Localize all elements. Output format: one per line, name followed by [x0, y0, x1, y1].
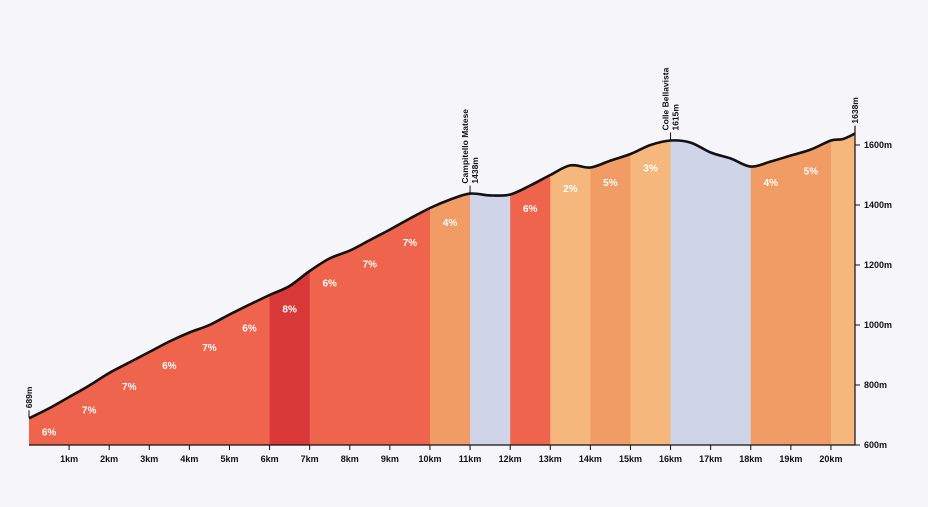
annotation-label: 1638m	[850, 97, 860, 124]
x-axis-ticks: 1km 2km 3km 4km 5km 6km 7km 8km 9km 10km 11km 12km 1…	[60, 445, 842, 464]
grade-label: 7%	[363, 259, 378, 270]
grade-label: 4%	[764, 178, 779, 189]
grade-segment	[750, 133, 792, 445]
grade-segment	[309, 133, 351, 445]
x-tick-label: 7km	[301, 454, 319, 464]
grade-label: 6%	[162, 361, 177, 372]
grade-label: 2%	[563, 184, 578, 195]
grade-label: 7%	[403, 238, 418, 249]
grade-segment	[830, 133, 855, 445]
grade-segment	[149, 133, 190, 445]
x-tick-label: 18km	[739, 454, 762, 464]
grade-segment	[510, 133, 551, 445]
x-tick-label: 16km	[659, 454, 682, 464]
x-tick-label: 15km	[619, 454, 642, 464]
x-tick-label: 20km	[819, 454, 842, 464]
grade-segment	[389, 133, 431, 445]
y-tick-label: 600m	[864, 440, 887, 450]
y-tick-label: 1200m	[864, 260, 892, 270]
grade-label: 5%	[603, 178, 618, 189]
grade-label: 6%	[323, 279, 338, 290]
grade-segment	[109, 133, 150, 445]
grade-label: 4%	[443, 218, 458, 229]
annotation-label: 1615m	[671, 104, 681, 131]
grade-segment	[269, 133, 311, 445]
x-tick-label: 19km	[779, 454, 802, 464]
grade-segment	[630, 133, 672, 445]
annotations: 689m Campitello Matese 1438m Colle Bellavis…	[24, 67, 860, 418]
grade-label: 7%	[202, 343, 217, 354]
x-tick-label: 12km	[499, 454, 522, 464]
y-tick-label: 1000m	[864, 320, 892, 330]
grade-label: 6%	[42, 427, 57, 438]
x-tick-label: 8km	[341, 454, 359, 464]
x-tick-label: 3km	[140, 454, 158, 464]
grade-label: 8%	[282, 305, 297, 316]
x-tick-label: 9km	[381, 454, 399, 464]
grade-labels: 6% 7% 7% 6% 7% 6% 8% 6% 7% 7% 4% 6% 2% 5% 3% 4% 5%	[42, 164, 818, 439]
y-tick-label: 1600m	[864, 140, 892, 150]
elevation-profile-line	[28, 132, 856, 420]
grade-label: 7%	[82, 405, 97, 416]
grade-label: 5%	[804, 167, 819, 178]
annotation-label: Colle Bellavista	[661, 67, 671, 130]
y-tick-label: 1400m	[864, 200, 892, 210]
x-tick-label: 4km	[180, 454, 198, 464]
grade-segment	[670, 133, 712, 445]
grade-segments	[29, 133, 855, 445]
x-tick-label: 11km	[459, 454, 482, 464]
annotation-label: 689m	[24, 386, 34, 408]
x-tick-label: 13km	[539, 454, 562, 464]
x-tick-label: 6km	[261, 454, 279, 464]
grade-label: 3%	[643, 164, 658, 175]
x-tick-label: 10km	[418, 454, 441, 464]
x-tick-label: 1km	[60, 454, 78, 464]
grade-segment	[790, 133, 832, 445]
annotation-label: Campitello Matese	[460, 109, 470, 184]
y-tick-label: 800m	[864, 380, 887, 390]
annotation-label: 1438m	[470, 157, 480, 184]
y-axis-ticks: 600m 800m 1000m 1200m 1400m 1600m	[855, 140, 892, 450]
x-tick-label: 17km	[699, 454, 722, 464]
grade-segment	[550, 133, 591, 445]
grade-segment	[189, 133, 231, 445]
grade-segment	[590, 133, 632, 445]
grade-segment	[710, 133, 752, 445]
x-tick-label: 2km	[100, 454, 118, 464]
x-tick-label: 14km	[579, 454, 602, 464]
grade-segment	[29, 133, 70, 445]
x-tick-label: 5km	[220, 454, 238, 464]
grade-segment	[229, 133, 271, 445]
grade-segment	[349, 133, 391, 445]
grade-label: 6%	[523, 204, 538, 215]
grade-label: 6%	[242, 324, 257, 335]
grade-label: 7%	[122, 382, 137, 393]
